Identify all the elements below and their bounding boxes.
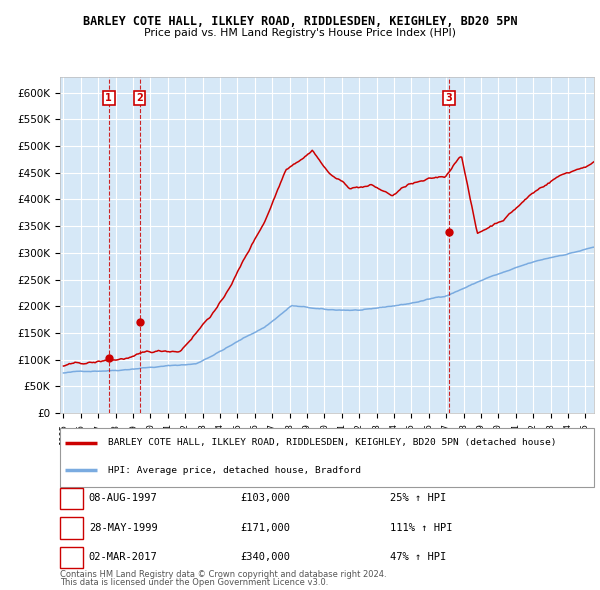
- Text: BARLEY COTE HALL, ILKLEY ROAD, RIDDLESDEN, KEIGHLEY, BD20 5PN (detached house): BARLEY COTE HALL, ILKLEY ROAD, RIDDLESDE…: [108, 438, 557, 447]
- Text: 08-AUG-1997: 08-AUG-1997: [89, 493, 158, 503]
- Text: Price paid vs. HM Land Registry's House Price Index (HPI): Price paid vs. HM Land Registry's House …: [144, 28, 456, 38]
- Text: This data is licensed under the Open Government Licence v3.0.: This data is licensed under the Open Gov…: [60, 578, 328, 587]
- Text: 111% ↑ HPI: 111% ↑ HPI: [390, 523, 452, 533]
- Text: £171,000: £171,000: [240, 523, 290, 533]
- Text: 1: 1: [68, 493, 74, 503]
- Text: 2: 2: [136, 93, 143, 103]
- Text: £103,000: £103,000: [240, 493, 290, 503]
- FancyBboxPatch shape: [60, 428, 594, 487]
- Text: 1: 1: [106, 93, 112, 103]
- Text: HPI: Average price, detached house, Bradford: HPI: Average price, detached house, Brad…: [108, 466, 361, 475]
- Text: 2: 2: [68, 523, 74, 533]
- Text: 28-MAY-1999: 28-MAY-1999: [89, 523, 158, 533]
- Text: 25% ↑ HPI: 25% ↑ HPI: [390, 493, 446, 503]
- Text: 3: 3: [446, 93, 452, 103]
- Text: 02-MAR-2017: 02-MAR-2017: [89, 552, 158, 562]
- Text: 3: 3: [68, 552, 74, 562]
- Text: £340,000: £340,000: [240, 552, 290, 562]
- Text: BARLEY COTE HALL, ILKLEY ROAD, RIDDLESDEN, KEIGHLEY, BD20 5PN: BARLEY COTE HALL, ILKLEY ROAD, RIDDLESDE…: [83, 15, 517, 28]
- Text: 47% ↑ HPI: 47% ↑ HPI: [390, 552, 446, 562]
- Text: Contains HM Land Registry data © Crown copyright and database right 2024.: Contains HM Land Registry data © Crown c…: [60, 571, 386, 579]
